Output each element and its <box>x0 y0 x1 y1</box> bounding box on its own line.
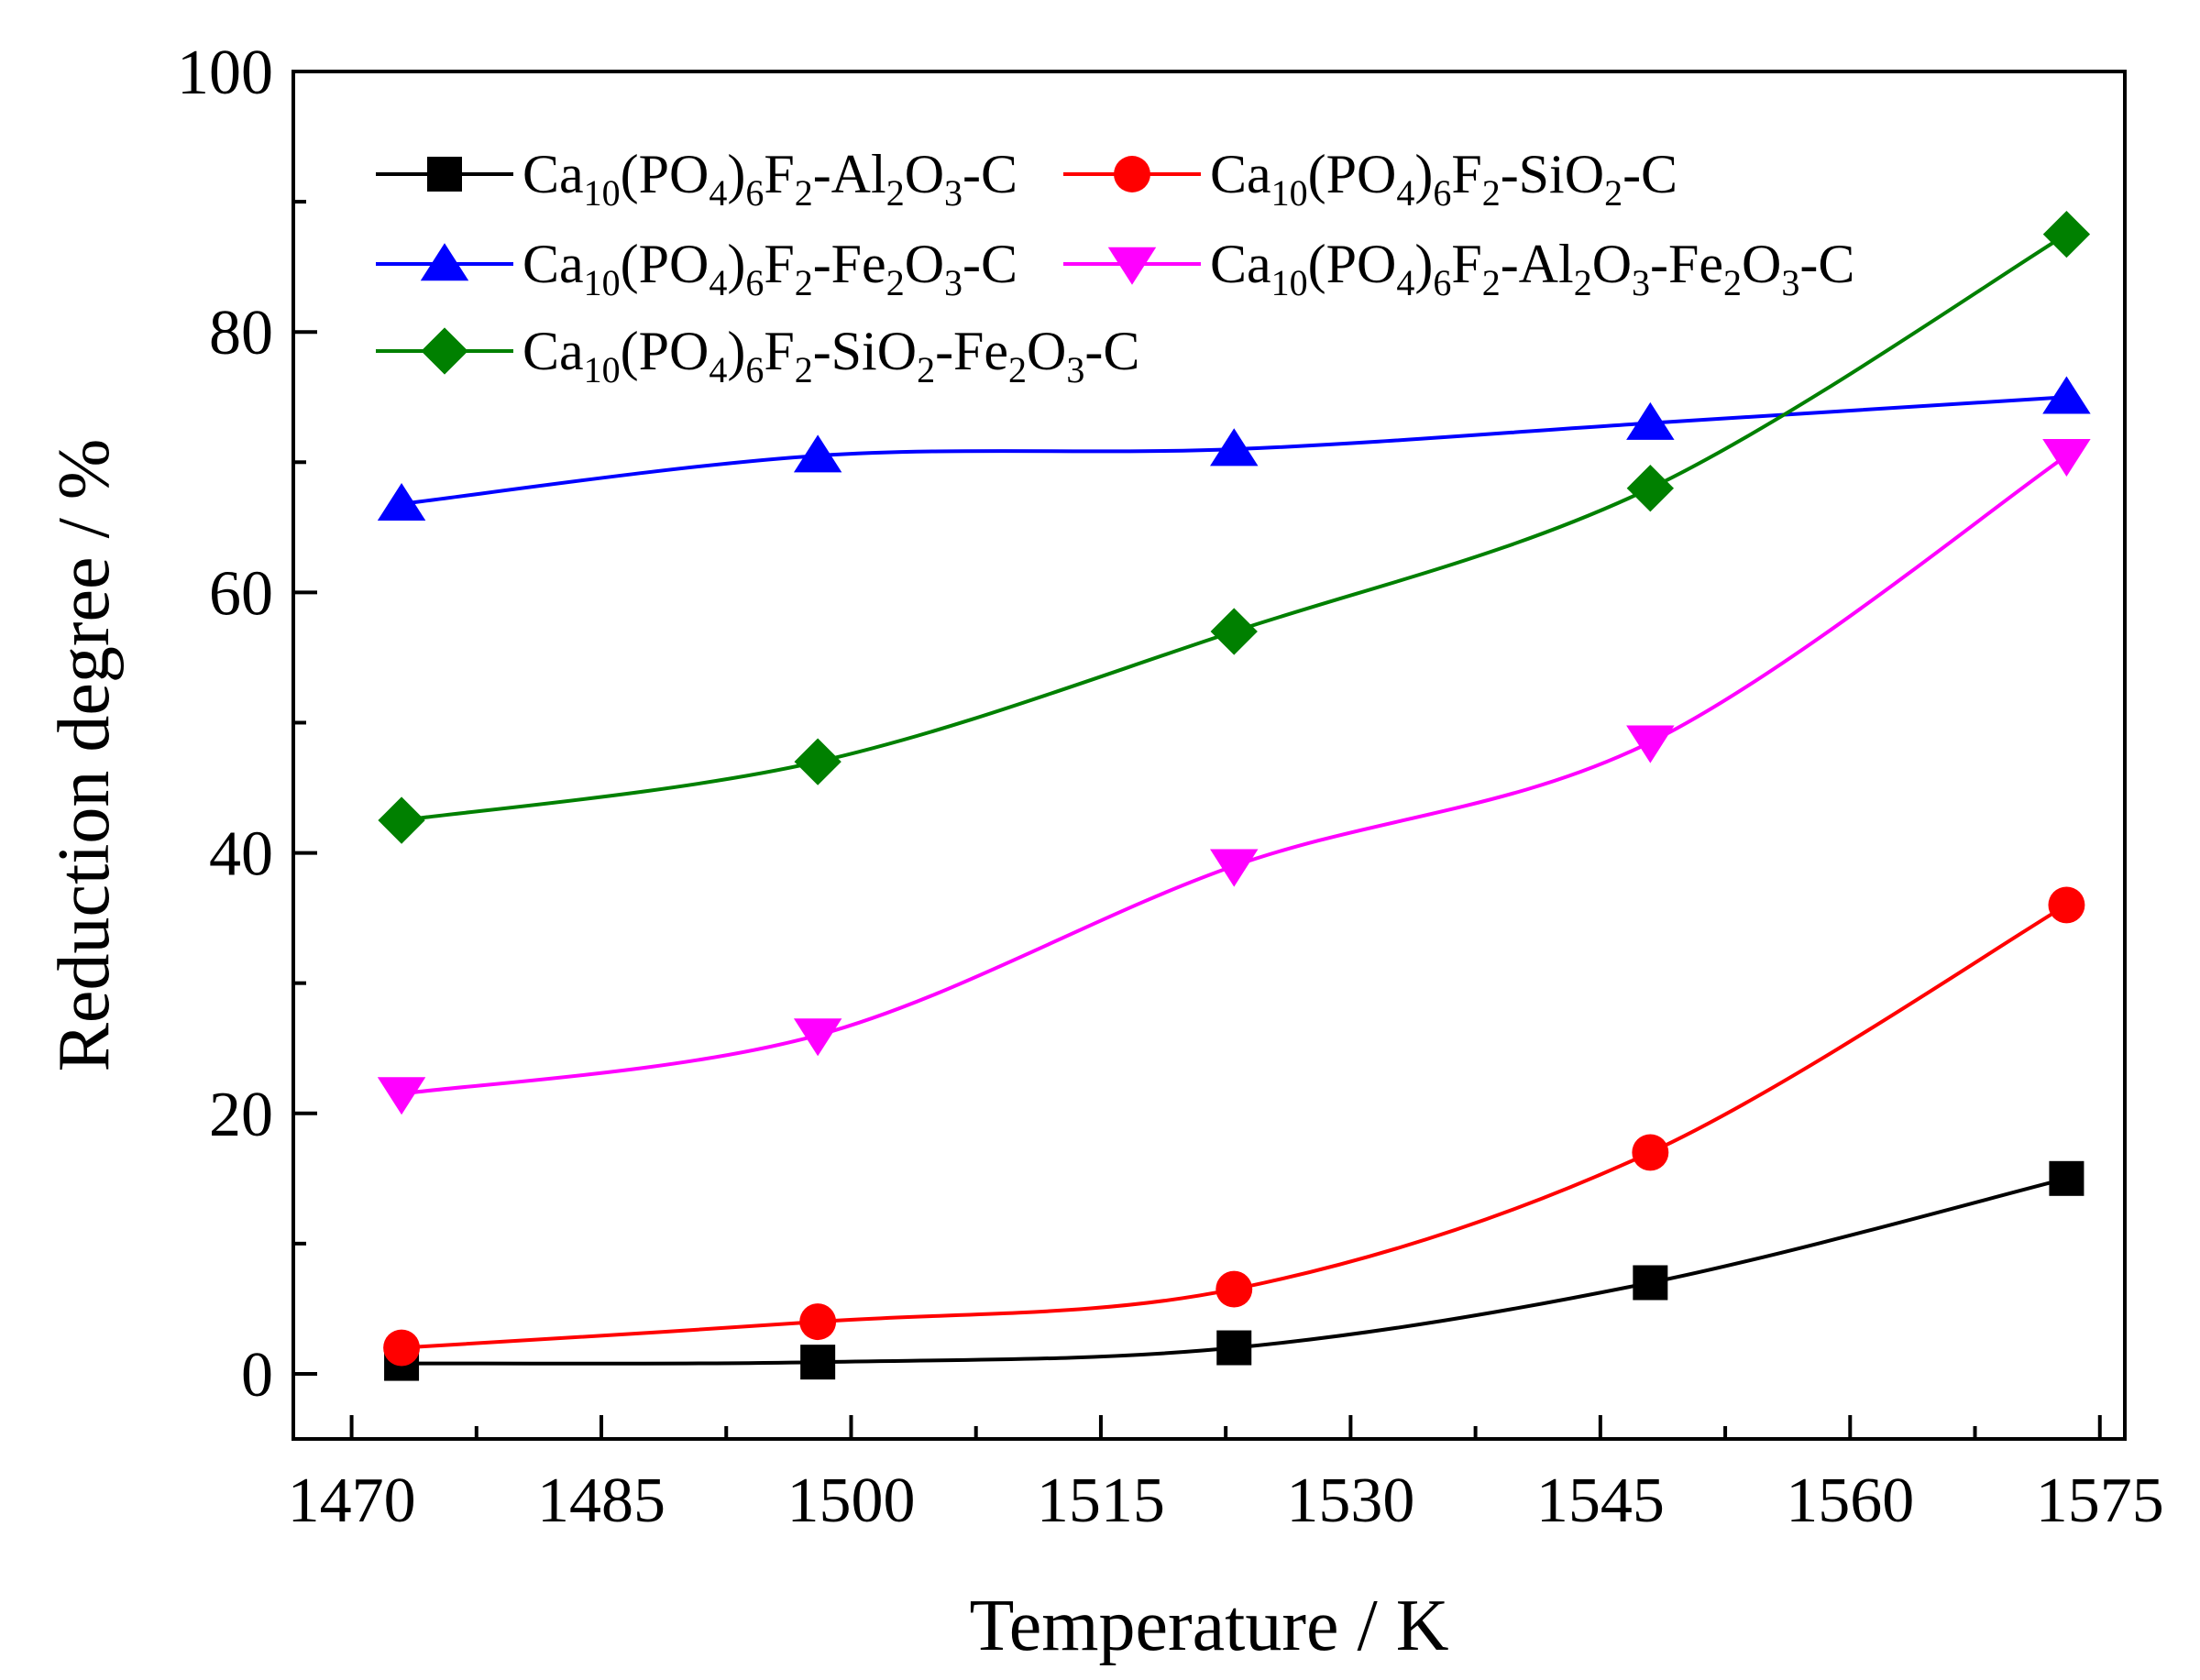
series-line <box>401 454 2068 1096</box>
legend-marker <box>421 327 468 375</box>
series-1 <box>384 1160 2084 1381</box>
data-point <box>793 1018 842 1057</box>
x-tick-label: 1515 <box>1037 1466 1165 1536</box>
series-layer <box>377 210 2091 1381</box>
legend-item-5: Ca10(PO4)6F2-SiO2-Fe2O3-C <box>376 321 1139 390</box>
data-point <box>377 1077 426 1115</box>
legend-label: Ca10(PO4)6F2-SiO2-C <box>1210 144 1678 214</box>
data-point <box>2042 438 2091 477</box>
series-4 <box>377 438 2091 1115</box>
x-tick-label: 1575 <box>2036 1466 2164 1536</box>
data-point <box>1216 1270 1253 1308</box>
data-point <box>799 1303 837 1341</box>
legend-marker <box>1107 247 1157 285</box>
legend-item-2: Ca10(PO4)6F2-SiO2-C <box>1063 144 1678 214</box>
y-tick-label: 60 <box>209 558 273 629</box>
legend: Ca10(PO4)6F2-Al2O3-C Ca10(PO4)6F2-SiO2-C C… <box>376 144 1854 390</box>
legend-item-4: Ca10(PO4)6F2-Al2O3-Fe2O3-C <box>1063 234 1854 303</box>
data-point <box>1626 725 1675 763</box>
y-axis-title: Reduction degree / % <box>44 439 125 1072</box>
legend-label: Ca10(PO4)6F2-Fe2O3-C <box>522 234 1018 303</box>
x-tick-label: 1500 <box>786 1466 915 1536</box>
data-point <box>1632 1134 1669 1171</box>
data-point <box>794 738 842 785</box>
data-point <box>377 482 426 521</box>
legend-marker <box>427 157 462 192</box>
series-2 <box>383 886 2085 1367</box>
data-point <box>378 796 425 844</box>
legend-item-3: Ca10(PO4)6F2-Fe2O3-C <box>376 234 1018 303</box>
data-point <box>2042 210 2091 258</box>
data-point <box>1216 1330 1252 1366</box>
x-tick-label: 1470 <box>288 1466 416 1536</box>
plot-frame <box>292 70 2127 1441</box>
x-tick-label: 1560 <box>1786 1466 1914 1536</box>
legend-label: Ca10(PO4)6F2-SiO2-Fe2O3-C <box>522 321 1139 390</box>
data-point <box>1633 1265 1668 1301</box>
data-point <box>1210 608 1258 655</box>
data-point <box>2042 376 2091 414</box>
data-point <box>1210 428 1259 467</box>
legend-item-1: Ca10(PO4)6F2-Al2O3-C <box>376 144 1018 214</box>
legend-label: Ca10(PO4)6F2-Al2O3-C <box>522 144 1018 214</box>
data-point <box>800 1345 836 1380</box>
x-tick-label: 1530 <box>1286 1466 1414 1536</box>
y-tick-label: 20 <box>209 1080 273 1150</box>
y-tick-label: 100 <box>177 38 273 108</box>
data-point <box>1626 401 1675 440</box>
x-axis-title: Temperature / K <box>969 1586 1448 1666</box>
data-point <box>793 434 842 473</box>
series-3 <box>377 376 2091 521</box>
data-point <box>2048 886 2085 924</box>
legend-label: Ca10(PO4)6F2-Al2O3-Fe2O3-C <box>1210 234 1854 303</box>
legend-marker <box>420 243 469 281</box>
y-tick-label: 80 <box>209 298 273 368</box>
data-point <box>2049 1160 2084 1196</box>
data-point <box>1210 849 1259 887</box>
data-point <box>1626 465 1674 512</box>
x-tick-label: 1485 <box>537 1466 666 1536</box>
y-tick-label: 0 <box>241 1340 273 1411</box>
series-5 <box>378 210 2091 844</box>
legend-marker <box>1114 156 1150 192</box>
axes: 1470 1485 1500 1515 1530 1545 1560 1575 0 20 40 60 8… <box>177 38 2164 1536</box>
data-point <box>383 1329 421 1367</box>
y-tick-label: 40 <box>209 819 273 890</box>
x-tick-label: 1545 <box>1536 1466 1665 1536</box>
